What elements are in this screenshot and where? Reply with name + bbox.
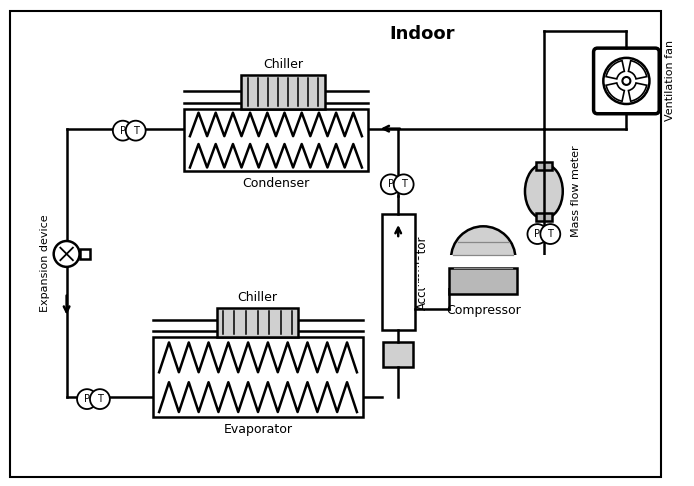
Bar <box>80 249 90 259</box>
Bar <box>184 109 368 172</box>
Bar <box>241 75 325 109</box>
Text: T: T <box>97 394 103 404</box>
Text: Chiller: Chiller <box>263 58 303 71</box>
Text: Mass flow meter: Mass flow meter <box>570 145 581 237</box>
Text: T: T <box>133 126 139 136</box>
Bar <box>153 337 363 417</box>
Text: Chiller: Chiller <box>237 291 278 304</box>
Bar <box>536 162 552 170</box>
Text: Condenser: Condenser <box>242 177 310 191</box>
Circle shape <box>90 389 110 409</box>
Circle shape <box>527 224 548 244</box>
Circle shape <box>53 241 80 267</box>
Text: Indoor: Indoor <box>390 25 455 43</box>
Wedge shape <box>629 61 647 79</box>
Text: P: P <box>84 394 90 404</box>
Circle shape <box>126 121 146 140</box>
Bar <box>382 214 414 330</box>
Ellipse shape <box>451 226 516 292</box>
Circle shape <box>113 121 133 140</box>
Bar <box>383 343 413 367</box>
Wedge shape <box>606 61 625 79</box>
Circle shape <box>393 174 414 194</box>
Wedge shape <box>606 83 625 101</box>
Text: Expansion device: Expansion device <box>40 214 50 312</box>
Text: Ventilation fan: Ventilation fan <box>665 40 675 122</box>
Text: Accumulator: Accumulator <box>416 235 429 310</box>
Circle shape <box>381 174 400 194</box>
Bar <box>536 213 552 221</box>
Text: P: P <box>120 126 126 136</box>
Text: T: T <box>548 229 553 239</box>
Bar <box>418 255 548 288</box>
Ellipse shape <box>525 164 563 219</box>
Circle shape <box>541 224 560 244</box>
Text: P: P <box>388 179 393 190</box>
Wedge shape <box>629 83 647 101</box>
Text: P: P <box>534 229 541 239</box>
Text: Compressor: Compressor <box>446 304 520 317</box>
Circle shape <box>623 77 630 85</box>
Text: T: T <box>400 179 407 190</box>
Bar <box>450 268 517 294</box>
FancyBboxPatch shape <box>593 48 659 114</box>
Circle shape <box>77 389 97 409</box>
Bar <box>217 308 298 337</box>
Text: Evaporator: Evaporator <box>223 423 292 436</box>
